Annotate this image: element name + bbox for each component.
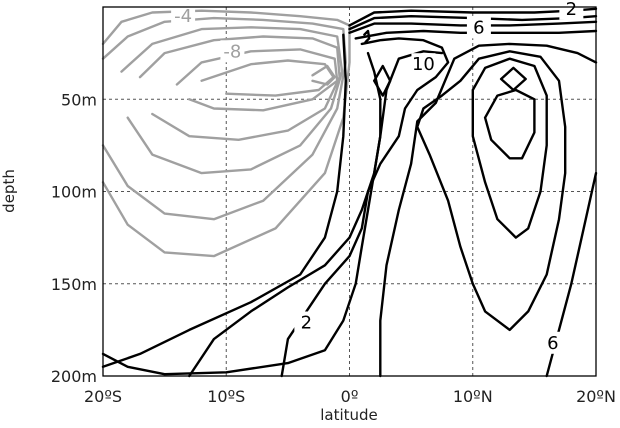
contour-line [471,57,548,239]
contour-line [280,37,450,378]
contour-label-backdrop [294,311,319,334]
contour-line [101,33,347,368]
contour-label: -8 [223,41,241,62]
y-tick-label: 100m [51,183,97,202]
contour-line [311,64,336,86]
tick-layer: 20ºS 10ºS 0º 10ºN 20ºN 50m 100m 150m 200m [51,90,616,406]
y-tick-label: 150m [51,275,97,294]
contour-label-backdrop [466,16,491,39]
contour-line [363,29,371,44]
contour-label-backdrop [411,53,436,76]
contour-line [354,29,598,40]
contour-label: 10 [412,54,435,75]
contour-label: 2 [301,312,312,333]
contour-line [138,35,341,142]
contour-line [188,51,382,378]
x-tick-label: 20ºN [576,387,616,406]
x-axis-title: latitude [320,406,378,424]
contour-label: 6 [547,333,558,354]
y-tick-label: 50m [61,90,97,109]
x-tick-label: 20ºS [84,387,122,406]
contour-label-backdrop [220,40,245,63]
contour-line [379,42,598,378]
contour-label-layer: -4 -8 2 6 10 2 6 [171,0,584,354]
y-axis-title: depth [0,169,18,213]
contour-line [416,50,567,332]
contour-line [101,50,444,376]
contour-line [373,64,392,97]
x-tick-label: 0º [341,387,359,406]
y-tick-label: 200m [51,367,97,386]
contour-label: -4 [174,6,192,27]
x-tick-label: 10ºN [453,387,493,406]
contour-label: 6 [473,17,484,38]
contour-line [120,26,344,175]
contour-label-backdrop [540,331,565,354]
plot-frame [102,6,597,377]
contour-line [499,66,527,92]
contour-line [348,20,598,34]
contour-label-backdrop [559,0,584,20]
contour-label-backdrop [171,5,196,28]
contour-label: 2 [566,0,577,20]
contour-line [483,88,536,160]
x-tick-label: 10ºS [207,387,245,406]
